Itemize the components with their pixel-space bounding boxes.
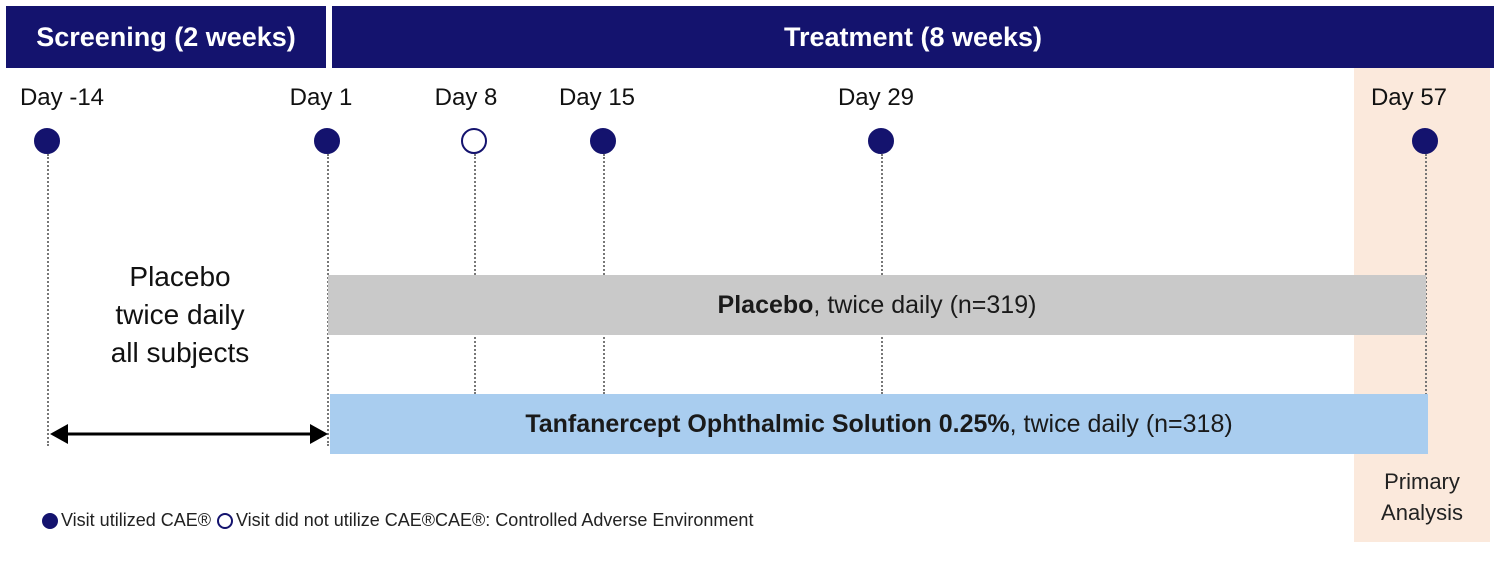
- visit-line-day-minus-14: [47, 154, 49, 446]
- screening-line-1: Placebo: [129, 261, 231, 292]
- visit-label-day-minus-14: Day -14: [19, 84, 105, 111]
- screening-line-2: twice daily: [115, 299, 245, 330]
- visit-label-day-29: Day 29: [837, 84, 915, 111]
- screening-line-3: all subjects: [110, 337, 250, 368]
- visit-dot-day-1: [314, 128, 340, 154]
- legend-definition-text: CAE®: Controlled Adverse Environment: [435, 510, 754, 530]
- placebo-arm-label-rest: , twice daily (n=319): [813, 290, 1037, 319]
- visit-line-day-57: [1425, 154, 1427, 446]
- visit-label-day-57: Day 57: [1370, 84, 1448, 111]
- legend-not-utilized-text: Visit did not utilize CAE®: [236, 510, 436, 530]
- legend-utilized-text: Visit utilized CAE®: [61, 510, 211, 530]
- visit-dot-day-minus-14: [34, 128, 60, 154]
- tanfanercept-arm-label: Tanfanercept Ophthalmic Solution 0.25%, …: [525, 410, 1232, 439]
- screening-header: Screening (2 weeks): [6, 6, 326, 68]
- placebo-arm-label: Placebo, twice daily (n=319): [718, 291, 1037, 320]
- treatment-header: Treatment (8 weeks): [332, 6, 1494, 68]
- visit-line-day-29: [881, 154, 883, 394]
- visit-dot-day-8: [461, 128, 487, 154]
- placebo-arm-bar: Placebo, twice daily (n=319): [328, 275, 1426, 335]
- treatment-header-label: Treatment (8 weeks): [783, 21, 1043, 52]
- visit-label-day-15: Day 15: [558, 84, 636, 111]
- visit-label-day-8: Day 8: [434, 84, 498, 111]
- visit-label-day-1: Day 1: [289, 84, 353, 111]
- primary-analysis-line-1: Primary: [1384, 469, 1460, 494]
- primary-analysis-label: Primary Analysis: [1354, 466, 1490, 528]
- screening-placebo-text: Placebo twice daily all subjects: [80, 258, 280, 372]
- visit-dot-day-57: [1412, 128, 1438, 154]
- visit-dot-day-15: [590, 128, 616, 154]
- tanfanercept-arm-label-rest: , twice daily (n=318): [1009, 409, 1233, 438]
- legend-open-dot-icon: [217, 512, 233, 529]
- visit-line-day-8: [474, 154, 476, 394]
- legend-filled-dot-icon: [42, 512, 58, 529]
- legend: Visit utilized CAE® Visit did not utiliz…: [42, 510, 753, 531]
- primary-analysis-line-2: Analysis: [1381, 500, 1463, 525]
- placebo-arm-label-bold: Placebo: [717, 290, 814, 319]
- visit-dot-day-29: [868, 128, 894, 154]
- visit-line-day-15: [603, 154, 605, 394]
- tanfanercept-arm-bar: Tanfanercept Ophthalmic Solution 0.25%, …: [330, 394, 1428, 454]
- screening-period-arrow: [50, 424, 328, 444]
- tanfanercept-arm-label-bold: Tanfanercept Ophthalmic Solution 0.25%: [525, 409, 1010, 438]
- screening-header-label: Screening (2 weeks): [36, 21, 296, 52]
